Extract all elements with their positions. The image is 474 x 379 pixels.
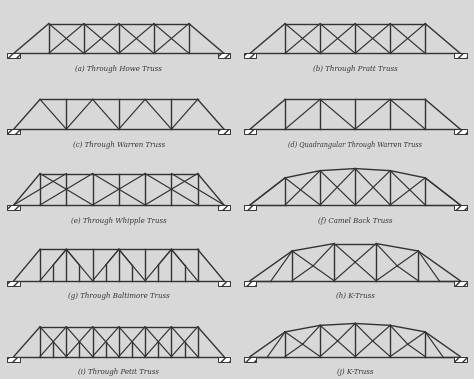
Text: (i) Through Petit Truss: (i) Through Petit Truss (78, 368, 159, 376)
Bar (7, 357, 20, 362)
Bar (454, 205, 467, 210)
Bar (218, 281, 230, 286)
Bar (454, 53, 467, 58)
Bar (454, 129, 467, 134)
Bar (218, 53, 230, 58)
Bar (454, 357, 467, 362)
Bar (218, 357, 230, 362)
Bar (218, 129, 230, 134)
Text: (b) Through Pratt Truss: (b) Through Pratt Truss (313, 65, 398, 73)
Bar (7, 53, 20, 58)
Text: (g) Through Baltimore Truss: (g) Through Baltimore Truss (68, 292, 170, 300)
Bar (244, 281, 256, 286)
Text: (a) Through Howe Truss: (a) Through Howe Truss (75, 65, 162, 73)
Text: (e) Through Whipple Truss: (e) Through Whipple Truss (71, 216, 167, 224)
Text: (c) Through Warren Truss: (c) Through Warren Truss (73, 141, 165, 149)
Bar (244, 357, 256, 362)
Bar (218, 205, 230, 210)
Bar (7, 129, 20, 134)
Text: (f) Camel Back Truss: (f) Camel Back Truss (318, 216, 392, 224)
Text: (d) Quadrangular Through Warren Truss: (d) Quadrangular Through Warren Truss (288, 141, 422, 149)
Bar (244, 53, 256, 58)
Text: (h) K-Truss: (h) K-Truss (336, 292, 374, 300)
Bar (244, 129, 256, 134)
Bar (244, 205, 256, 210)
Text: (j) K-Truss: (j) K-Truss (337, 368, 374, 376)
Bar (7, 281, 20, 286)
Bar (7, 205, 20, 210)
Bar (454, 281, 467, 286)
